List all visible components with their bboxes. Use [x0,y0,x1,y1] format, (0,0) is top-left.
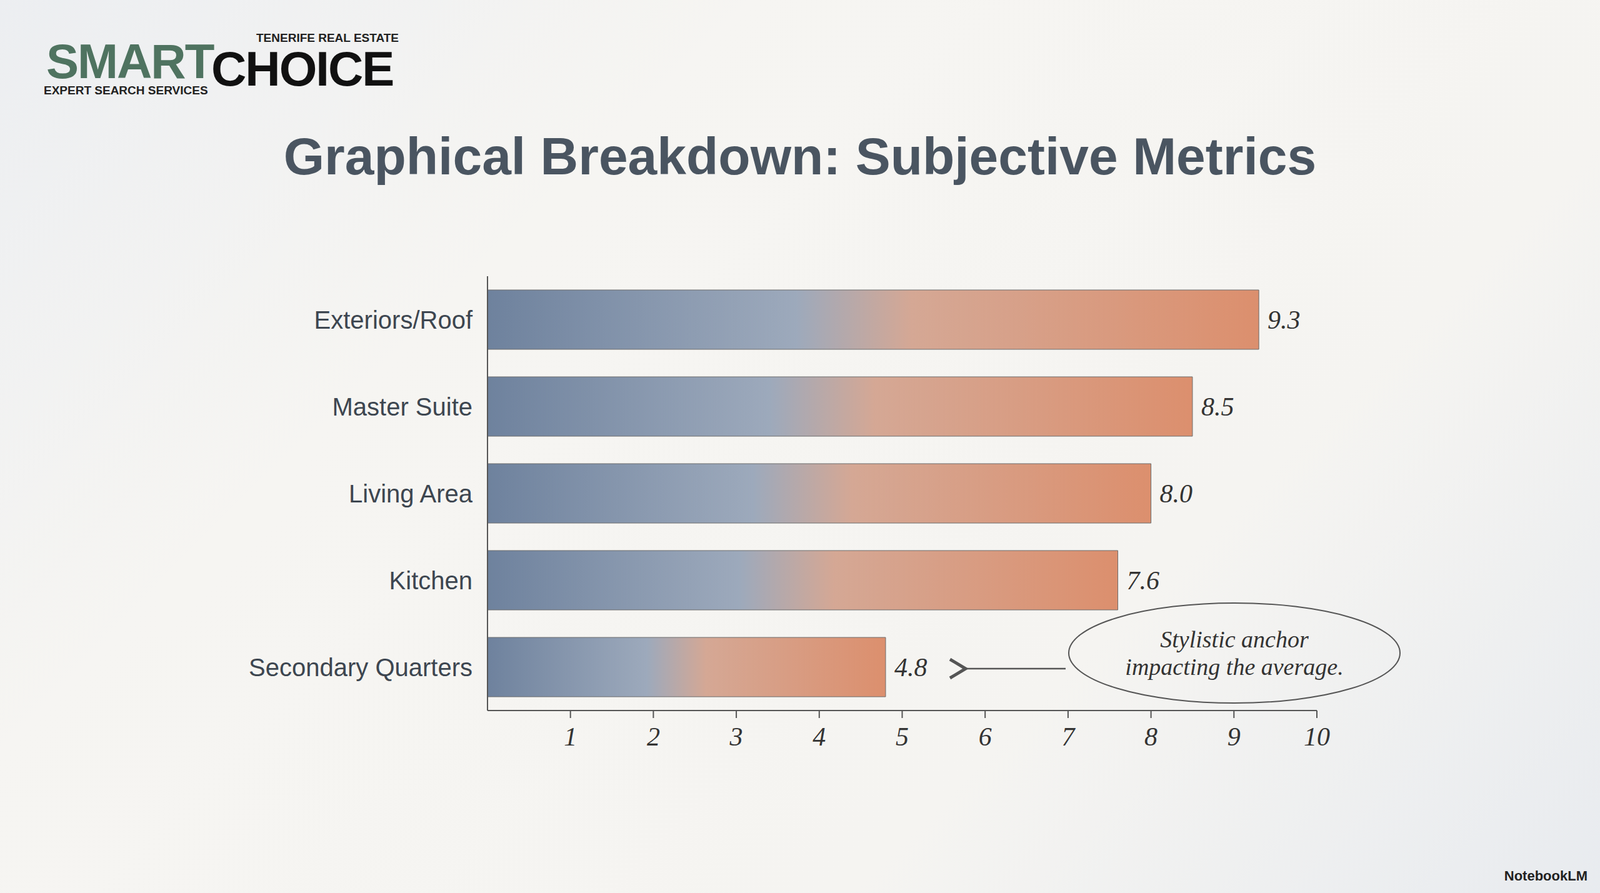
svg-text:10: 10 [1303,722,1330,752]
svg-text:2: 2 [646,722,660,752]
svg-text:9: 9 [1227,722,1241,752]
svg-text:7: 7 [1061,722,1076,752]
svg-text:1: 1 [563,722,577,752]
svg-text:3: 3 [729,722,744,752]
svg-text:4: 4 [812,722,826,752]
svg-text:Secondary Quarters: Secondary Quarters [248,653,473,682]
svg-text:8.0: 8.0 [1160,479,1194,509]
svg-text:6: 6 [978,722,992,752]
html-text:Graphical Breakdown: Subjectiv: Graphical Breakdown: Subjective Metrics [283,126,1317,186]
html-text:SMART: SMART [46,33,214,89]
html-text:Stylistic anchor impacting the: Stylistic anchor impacting the average. [1125,626,1344,680]
svg-text:Master Suite: Master Suite [331,393,473,421]
svg-text:Exteriors/Roof: Exteriors/Roof [314,306,474,334]
svg-text:5: 5 [895,722,909,752]
html-text:EXPERT SEARCH SERVICES: EXPERT SEARCH SERVICES [43,83,208,97]
svg-text:4.8: 4.8 [894,653,928,682]
svg-text:8: 8 [1144,722,1158,752]
html-text:TENERIFE REAL ESTATE: TENERIFE REAL ESTATE [256,31,399,45]
svg-text:9.3: 9.3 [1267,305,1300,335]
html-text:NotebookLM: NotebookLM [1504,868,1588,884]
svg-text:Kitchen: Kitchen [389,566,473,595]
html-text:CHOICE: CHOICE [211,41,394,97]
svg-text:7.6: 7.6 [1126,566,1160,595]
svg-text:Living Area: Living Area [348,480,474,508]
svg-text:8.5: 8.5 [1201,392,1235,422]
